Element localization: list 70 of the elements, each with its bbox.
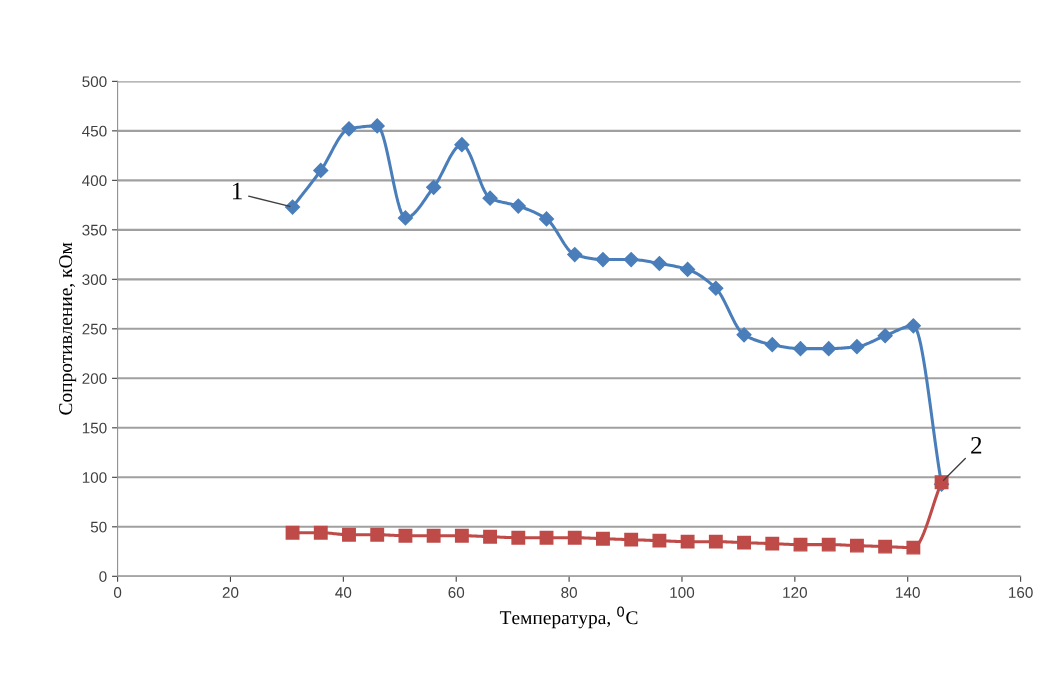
point: [793, 537, 808, 552]
point: [313, 525, 328, 540]
point: [680, 534, 695, 549]
y-tick-label: 300: [82, 274, 107, 286]
point: [596, 531, 610, 546]
point: [313, 162, 329, 179]
x-tick-label: 160: [1009, 587, 1033, 598]
x-tick-label: 20: [222, 587, 239, 598]
point: [849, 339, 865, 355]
y-tick-label: 100: [82, 472, 107, 483]
point: [623, 251, 639, 268]
point: [765, 536, 780, 551]
point: [567, 247, 583, 263]
point: [567, 530, 582, 545]
x-tick-label: 80: [561, 587, 577, 598]
y-tick-label: 0: [99, 571, 107, 582]
y-tick-label: 350: [82, 224, 107, 236]
point: [821, 537, 836, 552]
point: [397, 210, 414, 226]
point: [398, 528, 413, 543]
y-tick-label: 450: [82, 125, 107, 137]
point: [708, 534, 723, 549]
y-tick-label: 150: [82, 422, 107, 434]
point: [624, 532, 639, 547]
point: [680, 261, 696, 278]
point: [877, 328, 893, 344]
point: [285, 525, 300, 540]
y-tick-label: 50: [90, 521, 107, 533]
x-tick-label: 120: [783, 587, 807, 598]
x-tick-label: 40: [335, 587, 352, 598]
point: [737, 535, 752, 550]
point: [284, 199, 301, 215]
x-tick-label: 0: [113, 587, 122, 598]
y-axis-title: Сопротивление, кОм: [59, 242, 77, 415]
point: [538, 211, 555, 227]
point: [906, 540, 921, 555]
point: [792, 341, 809, 357]
point: [764, 337, 780, 353]
x-axis-title: Температура, $^{0}$С: [499, 606, 638, 629]
point: [849, 538, 864, 553]
point: [342, 527, 356, 542]
point: [708, 280, 724, 296]
point: [651, 255, 667, 272]
point: [511, 530, 526, 545]
point: [369, 118, 385, 134]
point: [539, 530, 554, 545]
x-tick-label: 60: [448, 587, 465, 598]
y-tick-label: 400: [82, 175, 107, 187]
point: [736, 327, 752, 343]
point: [426, 179, 442, 195]
point: [652, 533, 667, 548]
annotation: 2: [971, 437, 982, 454]
point: [454, 137, 470, 153]
point: [341, 121, 357, 137]
point: [370, 527, 385, 542]
x-tick-label: 140: [896, 587, 920, 598]
x-tick-label: 100: [670, 587, 695, 598]
point: [878, 539, 893, 554]
point: [510, 198, 526, 214]
point: [595, 251, 611, 268]
y-tick-label: 500: [82, 76, 107, 88]
y-tick-label: 250: [82, 323, 107, 335]
point: [482, 190, 498, 206]
annotation: 1: [232, 182, 242, 200]
point: [483, 529, 498, 544]
point: [821, 341, 837, 357]
point: [426, 528, 441, 543]
y-tick-label: 200: [82, 373, 107, 385]
point: [454, 528, 469, 543]
point: [905, 318, 921, 334]
